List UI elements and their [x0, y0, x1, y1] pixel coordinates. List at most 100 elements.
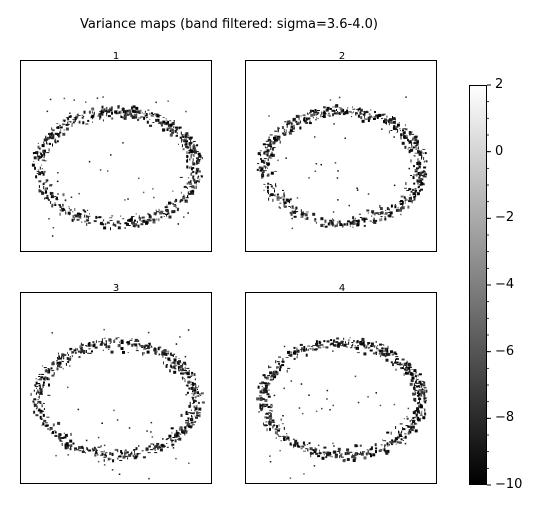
- map-pixel: [148, 445, 151, 448]
- map-pixel: [36, 387, 37, 389]
- map-pixel: [174, 363, 176, 365]
- map-pixel: [292, 438, 295, 440]
- map-pixel: [182, 136, 185, 138]
- map-pixel: [38, 171, 40, 173]
- map-pixel: [80, 446, 83, 448]
- map-pixel: [313, 113, 316, 117]
- map-pixel: [264, 150, 268, 153]
- map-pixel: [38, 147, 41, 150]
- map-pixel: [185, 421, 189, 424]
- map-pixel: [372, 221, 374, 223]
- map-pixel: [388, 130, 390, 134]
- map-pixel: [259, 383, 263, 385]
- map-pixel: [375, 392, 377, 394]
- map-pixel: [169, 124, 172, 127]
- map-pixel: [131, 216, 135, 217]
- map-pixel: [62, 132, 66, 136]
- map-pixel: [377, 349, 379, 352]
- map-pixel: [414, 145, 416, 148]
- map-pixel: [108, 349, 110, 350]
- map-pixel: [195, 171, 198, 175]
- map-pixel: [58, 436, 62, 440]
- map-pixel: [325, 346, 329, 349]
- map-pixel: [171, 443, 173, 447]
- map-pixel: [403, 136, 406, 140]
- map-pixel: [185, 363, 187, 366]
- map-pixel: [259, 150, 262, 152]
- map-pixel: [322, 451, 326, 454]
- map-pixel: [142, 219, 146, 223]
- map-pixel: [370, 109, 372, 111]
- map-pixel: [259, 397, 263, 401]
- map-pixel: [87, 217, 89, 220]
- map-pixel: [46, 110, 49, 113]
- map-pixel: [360, 451, 361, 454]
- map-pixel: [298, 407, 301, 409]
- map-pixel: [118, 473, 121, 475]
- map-pixel: [402, 129, 404, 132]
- map-pixel: [117, 226, 121, 230]
- map-pixel: [388, 208, 390, 211]
- map-pixel: [139, 343, 141, 347]
- map-pixel: [407, 138, 409, 142]
- map-pixel: [315, 118, 317, 121]
- map-pixel: [375, 351, 378, 353]
- map-pixel: [179, 336, 181, 338]
- map-pixel: [271, 374, 273, 377]
- variance-map-panel-1: [20, 60, 212, 252]
- map-pixel: [385, 347, 387, 351]
- map-pixel: [412, 176, 415, 180]
- map-pixel: [333, 344, 337, 347]
- map-pixel: [34, 167, 36, 170]
- map-pixel: [74, 349, 76, 352]
- map-pixel: [417, 151, 420, 153]
- map-pixel: [354, 217, 356, 219]
- map-pixel: [269, 461, 272, 463]
- map-pixel: [417, 390, 420, 394]
- map-pixel: [63, 97, 66, 100]
- map-pixel: [110, 154, 112, 156]
- map-pixel: [321, 407, 323, 410]
- map-pixel: [165, 209, 169, 211]
- map-pixel: [37, 379, 40, 381]
- map-pixel: [190, 155, 192, 159]
- map-pixel: [80, 342, 82, 345]
- map-pixel: [177, 223, 179, 225]
- map-pixel: [201, 392, 204, 395]
- map-pixel: [422, 170, 425, 172]
- map-pixel: [372, 219, 375, 222]
- map-pixel: [167, 100, 169, 102]
- map-pixel: [39, 384, 41, 387]
- map-pixel: [45, 424, 49, 427]
- map-pixel: [54, 138, 56, 141]
- map-pixel: [412, 146, 415, 149]
- map-pixel: [337, 342, 341, 345]
- map-pixel: [264, 166, 267, 168]
- map-pixel: [42, 410, 45, 412]
- map-pixel: [400, 136, 402, 140]
- map-pixel: [110, 350, 114, 354]
- map-pixel: [127, 352, 129, 353]
- map-pixel: [174, 200, 177, 203]
- map-pixel: [38, 180, 42, 183]
- map-pixel: [364, 111, 365, 114]
- map-pixel: [346, 222, 348, 226]
- map-pixel: [262, 407, 263, 409]
- map-pixel: [151, 345, 153, 347]
- map-pixel: [300, 213, 304, 216]
- map-pixel: [138, 177, 140, 180]
- map-pixel: [265, 147, 268, 149]
- map-pixel: [124, 199, 126, 201]
- map-pixel: [67, 353, 69, 356]
- map-pixel: [339, 223, 343, 227]
- map-pixel: [112, 223, 116, 226]
- map-pixel: [167, 357, 171, 361]
- map-pixel: [119, 222, 122, 225]
- map-pixel: [186, 158, 188, 162]
- map-pixel: [193, 186, 195, 190]
- map-pixel: [188, 146, 190, 148]
- map-pixel: [365, 111, 369, 114]
- map-pixel: [95, 448, 97, 452]
- map-pixel: [331, 456, 333, 458]
- map-pixel: [86, 222, 88, 226]
